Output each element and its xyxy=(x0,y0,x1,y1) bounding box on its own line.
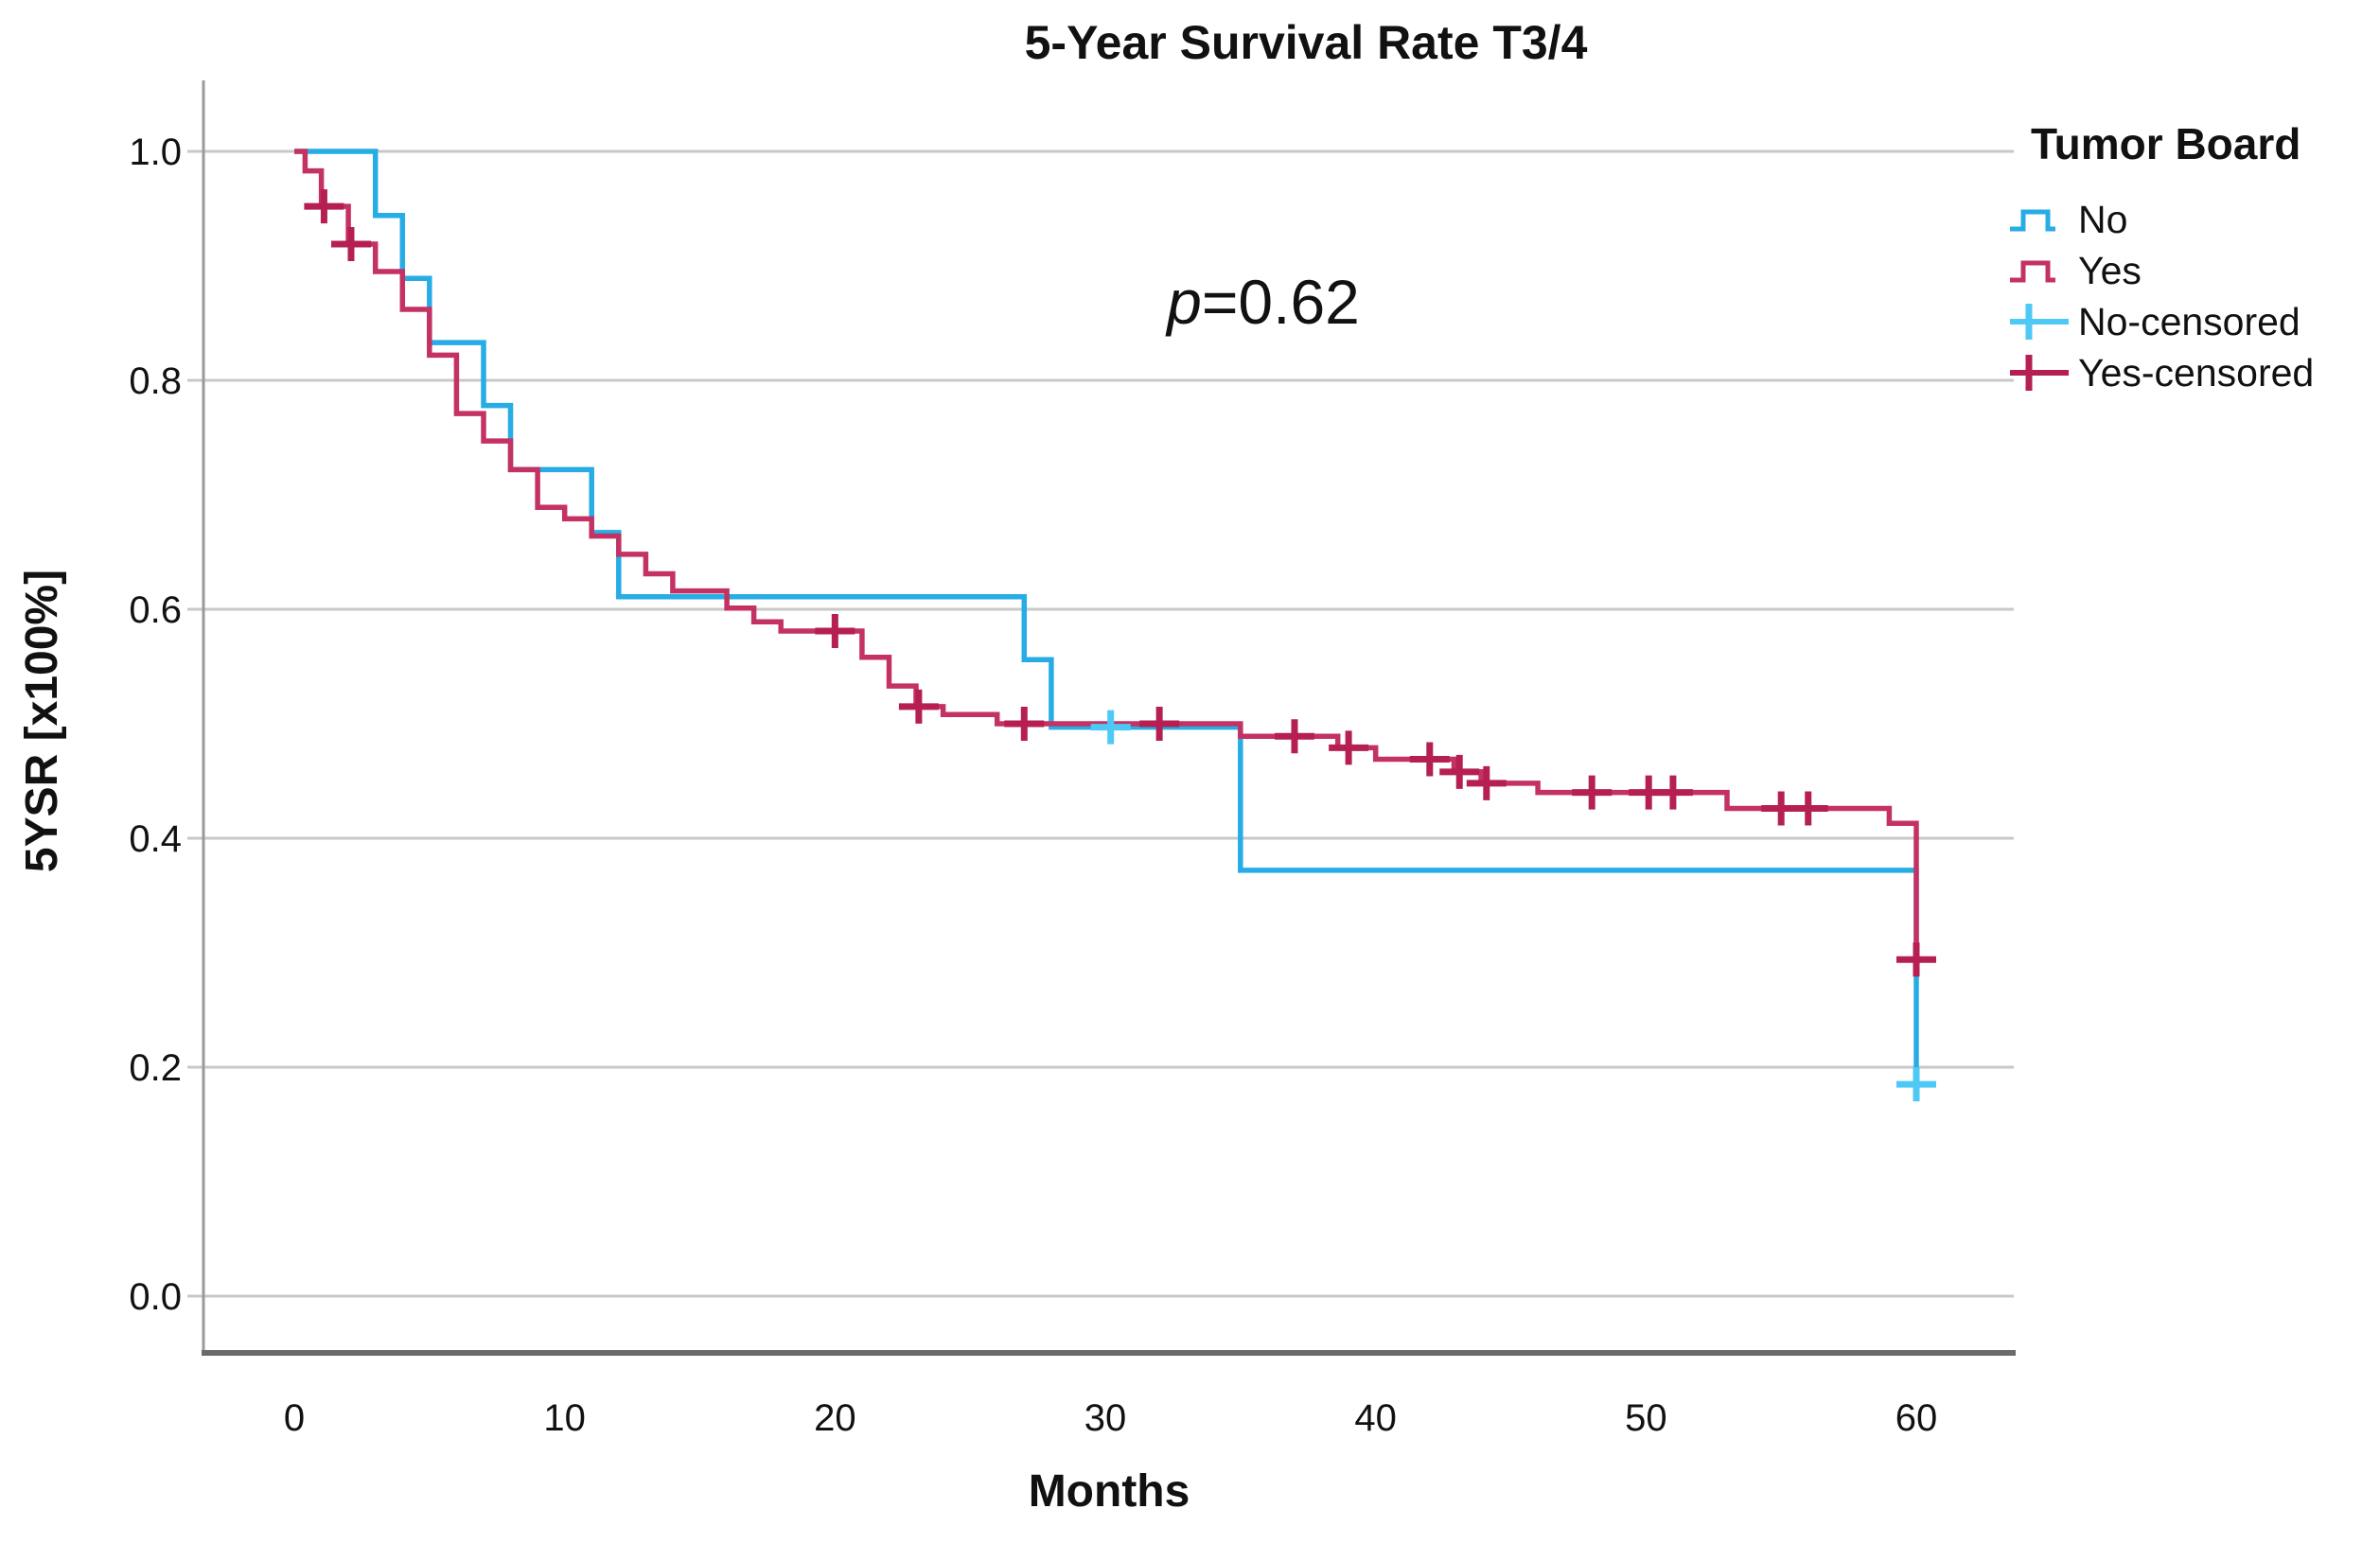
legend-swatch-step-yes xyxy=(2010,260,2055,283)
y-axis-title: 5YSR [x100%] xyxy=(17,570,67,872)
y-tick-label: 1.0 xyxy=(129,132,182,173)
legend-item-label: No xyxy=(2078,198,2127,241)
legend-swatch-step-no xyxy=(2010,209,2055,232)
legend-title: Tumor Board xyxy=(2031,119,2301,168)
legend-item-label: No-censored xyxy=(2078,300,2301,343)
legend-item-label: Yes-censored xyxy=(2078,351,2314,395)
y-tick-label: 0.4 xyxy=(129,818,182,860)
x-tick-label: 50 xyxy=(1625,1397,1667,1439)
legend-item-label: Yes xyxy=(2078,249,2142,292)
y-tick-label: 0.6 xyxy=(129,589,182,631)
chart-title: 5-Year Survival Rate T3/4 xyxy=(1025,16,1588,69)
y-tick-label: 0.2 xyxy=(129,1047,182,1089)
survival-curve-no xyxy=(294,149,1919,1093)
x-axis-title: Months xyxy=(1029,1466,1190,1517)
x-tick-label: 20 xyxy=(814,1397,856,1439)
p-value-annotation: p=0.62 xyxy=(1165,267,1360,337)
y-tick-label: 0.8 xyxy=(129,360,182,402)
x-tick-label: 40 xyxy=(1354,1397,1397,1439)
y-tick-label: 0.0 xyxy=(129,1276,182,1318)
x-tick-label: 60 xyxy=(1895,1397,1938,1439)
x-tick-label: 0 xyxy=(284,1397,305,1439)
x-tick-label: 10 xyxy=(543,1397,586,1439)
survival-curve-yes xyxy=(294,149,1919,973)
x-tick-label: 30 xyxy=(1084,1397,1127,1439)
